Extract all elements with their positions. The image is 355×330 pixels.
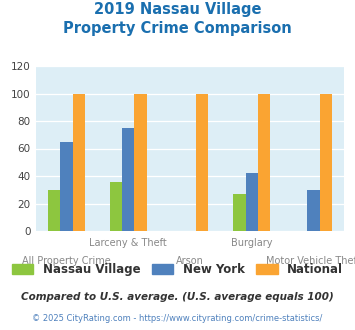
Bar [246,173,258,231]
Bar [233,194,246,231]
Bar [134,93,147,231]
Text: Burglary: Burglary [231,238,272,248]
Bar [122,128,134,231]
Text: Larceny & Theft: Larceny & Theft [89,238,167,248]
Text: Arson: Arson [176,256,204,266]
Text: Compared to U.S. average. (U.S. average equals 100): Compared to U.S. average. (U.S. average … [21,292,334,302]
Bar [320,93,332,231]
Bar [72,93,85,231]
Bar [60,142,72,231]
Legend: Nassau Village, New York, National: Nassau Village, New York, National [7,258,348,281]
Bar [307,190,320,231]
Bar [258,93,270,231]
Text: 2019 Nassau Village: 2019 Nassau Village [94,2,261,16]
Text: © 2025 CityRating.com - https://www.cityrating.com/crime-statistics/: © 2025 CityRating.com - https://www.city… [32,314,323,323]
Text: Property Crime Comparison: Property Crime Comparison [63,21,292,36]
Text: Motor Vehicle Theft: Motor Vehicle Theft [266,256,355,266]
Bar [110,182,122,231]
Bar [196,93,208,231]
Text: All Property Crime: All Property Crime [22,256,111,266]
Bar [48,190,60,231]
